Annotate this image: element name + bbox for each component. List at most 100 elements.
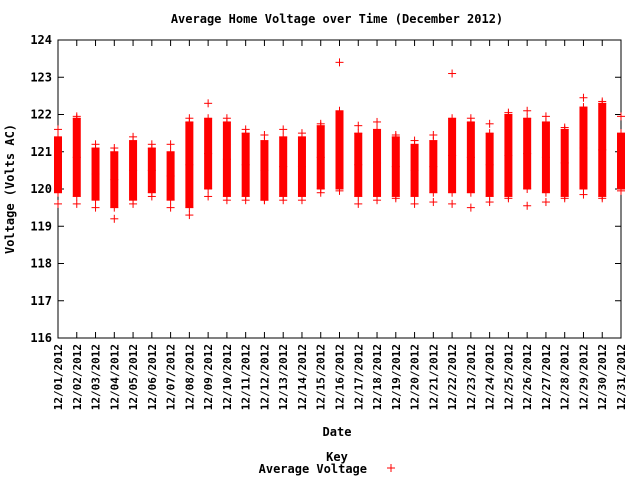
voltage-outlier-high: [579, 93, 588, 102]
voltage-point: [485, 160, 494, 169]
voltage-point: [110, 203, 119, 212]
x-tick-label: 12/30/2012: [596, 344, 609, 410]
x-tick-label: 12/31/2012: [615, 344, 628, 410]
voltage-outlier-low: [541, 198, 550, 207]
voltage-point: [54, 160, 62, 169]
voltage-point: [72, 153, 81, 162]
legend-plus-icon: [387, 464, 395, 472]
x-tick-label: 12/16/2012: [334, 344, 347, 410]
voltage-outlier-low: [598, 194, 607, 203]
voltage-point: [166, 147, 175, 156]
x-tick-label: 12/10/2012: [221, 344, 234, 410]
voltage-point: [373, 125, 382, 134]
voltage-outlier-low: [579, 190, 588, 199]
voltage-outlier-high: [448, 69, 457, 78]
voltage-outlier-high: [541, 112, 550, 121]
voltage-outlier-high: [72, 112, 81, 121]
voltage-outlier-high: [91, 140, 100, 149]
chart-title: Average Home Voltage over Time (December…: [171, 12, 503, 26]
voltage-outlier-low: [241, 196, 250, 205]
voltage-point: [523, 149, 532, 158]
voltage-outlier-low: [166, 203, 175, 212]
x-axis: 12/01/2012 12/02/2012 12/03/2012 12/04/2012…: [52, 40, 628, 410]
voltage-outlier-low: [260, 196, 269, 205]
x-tick-label: 12/26/2012: [521, 344, 534, 410]
voltage-outlier-low: [297, 196, 306, 205]
voltage-outlier-low: [560, 194, 569, 203]
y-tick-label: 123: [30, 70, 52, 84]
voltage-point: [241, 160, 250, 169]
x-tick-label: 12/21/2012: [427, 344, 440, 410]
voltage-point: [185, 160, 194, 169]
x-axis-label: Date: [323, 425, 352, 439]
x-tick-label: 12/28/2012: [559, 344, 572, 410]
voltage-point: [485, 129, 494, 138]
y-tick-label: 124: [30, 33, 52, 47]
voltage-outlier-high: [316, 119, 325, 128]
voltage-point: [373, 158, 382, 167]
voltage-point: [204, 149, 213, 158]
x-tick-label: 12/12/2012: [258, 344, 271, 410]
voltage-point: [448, 188, 457, 197]
x-tick-label: 12/19/2012: [390, 344, 403, 410]
x-tick-label: 12/17/2012: [352, 344, 365, 410]
voltage-point: [448, 151, 457, 160]
x-tick-label: 12/14/2012: [296, 344, 309, 410]
x-tick-label: 12/02/2012: [71, 344, 84, 410]
voltage-outlier-high: [241, 125, 250, 134]
voltage-point: [260, 166, 269, 175]
voltage-outlier-high: [166, 140, 175, 149]
y-tick-label: 120: [30, 182, 52, 196]
x-tick-label: 12/01/2012: [52, 344, 65, 410]
y-axis-label: Voltage (Volts AC): [3, 124, 17, 254]
voltage-point: [91, 196, 100, 205]
legend-series-label: Average Voltage: [259, 462, 367, 476]
voltage-outlier-low: [504, 194, 513, 203]
voltage-outlier-high: [129, 132, 138, 141]
y-tick-label: 116: [30, 331, 52, 345]
voltage-outlier-low: [316, 188, 325, 197]
voltage-point: [391, 162, 400, 171]
voltage-outlier-high: [185, 114, 194, 123]
voltage-point: [54, 188, 62, 197]
voltage-point: [54, 132, 62, 141]
voltage-point: [523, 114, 532, 123]
voltage-point: [297, 162, 306, 171]
voltage-outlier-low: [391, 194, 400, 203]
x-tick-label: 12/08/2012: [183, 344, 196, 410]
x-tick-label: 12/04/2012: [108, 344, 121, 410]
voltage-outlier-low: [335, 186, 344, 195]
voltage-outlier-high: [485, 119, 494, 128]
voltage-outlier-high: [260, 130, 269, 139]
voltage-point: [110, 175, 119, 184]
x-tick-label: 12/23/2012: [465, 344, 478, 410]
voltage-outlier-high: [391, 130, 400, 139]
voltage-outlier-low: [91, 203, 100, 212]
voltage-outlier-high: [354, 121, 363, 130]
voltage-outlier-low: [354, 199, 363, 208]
voltage-outlier-low: [72, 199, 81, 208]
x-tick-label: 12/25/2012: [502, 344, 515, 410]
voltage-point: [335, 145, 344, 154]
voltage-outlier-high: [429, 130, 438, 139]
voltage-outlier-high: [598, 97, 607, 106]
legend-title: Key: [326, 450, 348, 464]
voltage-outlier-high: [279, 125, 288, 134]
x-tick-label: 12/29/2012: [577, 344, 590, 410]
voltage-outlier-low: [466, 203, 475, 212]
voltage-point: [410, 192, 419, 201]
voltage-outlier-low: [54, 199, 62, 208]
voltage-point: [429, 162, 438, 171]
x-tick-label: 12/05/2012: [127, 344, 140, 410]
voltage-outlier-low: [410, 199, 419, 208]
x-tick-label: 12/20/2012: [409, 344, 422, 410]
voltage-outlier-low: [429, 198, 438, 207]
voltage-outlier-low: [373, 196, 382, 205]
legend: Key Average Voltage: [259, 450, 395, 476]
voltage-point: [279, 132, 288, 141]
x-tick-label: 12/22/2012: [446, 344, 459, 410]
voltage-outlier-low: [204, 192, 213, 201]
voltage-outlier-low: [110, 214, 119, 223]
voltage-outlier-high: [222, 114, 231, 123]
voltage-point: [185, 203, 194, 212]
